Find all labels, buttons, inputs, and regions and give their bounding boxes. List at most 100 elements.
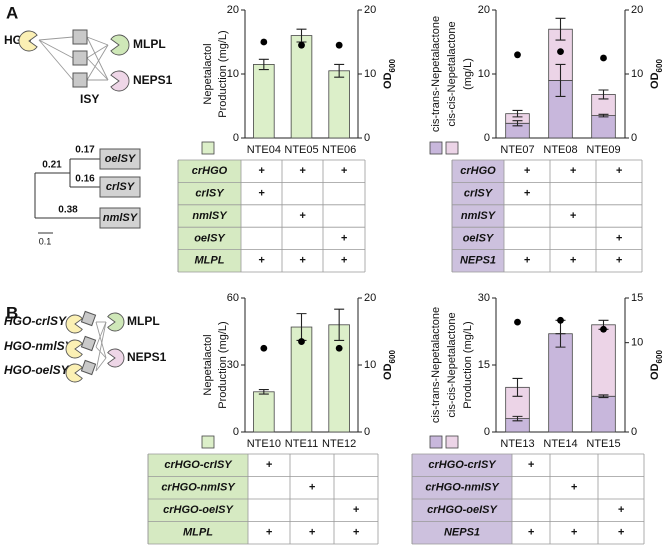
- connector: [95, 321, 107, 359]
- table-cell: +: [266, 459, 273, 471]
- row-label: crHGO-crISY: [428, 459, 497, 471]
- enzyme-icon: [65, 363, 83, 383]
- row-label: crHGO: [460, 165, 496, 177]
- bar: [591, 324, 616, 397]
- y-tick-label: 0: [233, 426, 239, 438]
- connector: [86, 44, 109, 81]
- error-bar-line: [258, 389, 269, 395]
- row-label: MLPL: [195, 255, 225, 267]
- x-tick-label: NTE05: [284, 144, 318, 156]
- y2-tick-label: 0: [364, 426, 370, 438]
- y2-axis-label-main: OD: [382, 72, 394, 89]
- y2-tick-label: 10: [631, 337, 643, 349]
- table-cell: +: [299, 165, 306, 177]
- error-bar: [512, 415, 523, 422]
- legend-label: Nepetalactol: [202, 43, 214, 104]
- branch-length: 0.21: [42, 160, 62, 171]
- error-bar-line: [512, 109, 523, 118]
- connector: [86, 44, 109, 59]
- connector: [86, 57, 109, 81]
- legend-swatch: [445, 435, 459, 449]
- enzyme-icon: [65, 339, 83, 359]
- table-cell: +: [309, 527, 316, 539]
- enzyme-label: NEPS1: [127, 350, 167, 364]
- enzyme-label: MLPL: [133, 37, 166, 51]
- connector: [86, 36, 109, 46]
- error-bar: [598, 394, 609, 399]
- error-bar: [512, 109, 523, 118]
- y-tick-label: 15: [478, 359, 490, 371]
- y2-tick-label: 15: [631, 292, 643, 304]
- connector: [95, 346, 107, 359]
- enzyme-icon: [110, 34, 130, 56]
- y2-axis-label-sub: 600: [388, 59, 397, 73]
- y2-axis-label-sub: 600: [655, 350, 664, 364]
- bar: [591, 115, 616, 139]
- error-bar: [598, 89, 609, 100]
- legend-swatch: [429, 141, 443, 155]
- error-bar-line: [334, 63, 345, 78]
- table-cell: +: [299, 210, 306, 222]
- row-label: crHGO: [192, 165, 228, 177]
- od-dot: [600, 325, 607, 333]
- table-cell: +: [616, 232, 623, 244]
- construct-label: HGO-oelSY: [4, 363, 70, 377]
- table-cell: +: [524, 255, 531, 267]
- error-bar: [512, 120, 523, 127]
- x-tick-label: NTE13: [500, 438, 534, 450]
- legend-label: cis-trans-Nepetalactone: [430, 16, 442, 132]
- y2-tick-label: 0: [364, 132, 370, 144]
- row-label: NEPS1: [460, 255, 496, 267]
- error-bar-line: [555, 17, 566, 41]
- row-label: crISY: [464, 188, 494, 200]
- x-tick-label: NTE07: [500, 144, 534, 156]
- error-bar: [512, 377, 523, 397]
- row-label: crHGO-nmISY: [161, 482, 236, 494]
- od-dot: [260, 38, 268, 46]
- branch-length: 0.17: [75, 145, 95, 156]
- panel-label: A: [6, 3, 18, 22]
- y2-axis-label-main: OD: [649, 363, 661, 380]
- od-dot: [514, 318, 521, 326]
- connector: [86, 36, 109, 81]
- x-tick-label: NTE12: [322, 438, 356, 450]
- enzyme-icon: [110, 70, 130, 92]
- table-cell: +: [618, 504, 625, 516]
- y2-tick-label: 10: [364, 359, 376, 371]
- row-label: crHGO-oeISY: [427, 504, 498, 516]
- x-tick-label: NTE10: [247, 438, 281, 450]
- enzyme-icon: [65, 314, 83, 334]
- table-cell: +: [309, 482, 316, 494]
- table-label-column: [452, 160, 504, 272]
- error-bar-line: [258, 58, 269, 71]
- isy-icon: [72, 72, 88, 88]
- enzyme-icon: [107, 312, 125, 332]
- table-cell: +: [571, 482, 578, 494]
- y2-axis-label-main: OD: [649, 72, 661, 89]
- table-cell: +: [258, 255, 265, 267]
- od-dot: [557, 316, 564, 324]
- enzyme-label: NEPS1: [133, 73, 173, 87]
- row-label: crHGO-crISY: [164, 459, 233, 471]
- row-label: oeISY: [463, 232, 495, 244]
- x-tick-label: NTE11: [285, 438, 318, 450]
- y-axis-label: Production (mg/L): [217, 30, 229, 117]
- table-cell: +: [266, 527, 273, 539]
- leaf-label: crlSY: [106, 181, 136, 193]
- y2-axis-label: OD600: [382, 350, 397, 380]
- table-cell: +: [528, 459, 535, 471]
- table-cell: +: [618, 527, 625, 539]
- y-tick-label: 0: [484, 132, 490, 144]
- error-bar: [258, 389, 269, 395]
- isy-icon: [80, 359, 97, 376]
- table-cell: +: [299, 255, 306, 267]
- error-bar: [258, 58, 269, 71]
- table-cell: +: [570, 210, 577, 222]
- table-cell: +: [258, 188, 265, 200]
- y2-axis-label-sub: 600: [388, 350, 397, 364]
- row-label: NEPS1: [444, 527, 480, 539]
- table-cell: +: [353, 504, 360, 516]
- y2-tick-label: 10: [631, 68, 643, 80]
- enzyme-icon: [107, 348, 125, 368]
- construct-label: HGO-crlSY: [4, 314, 67, 328]
